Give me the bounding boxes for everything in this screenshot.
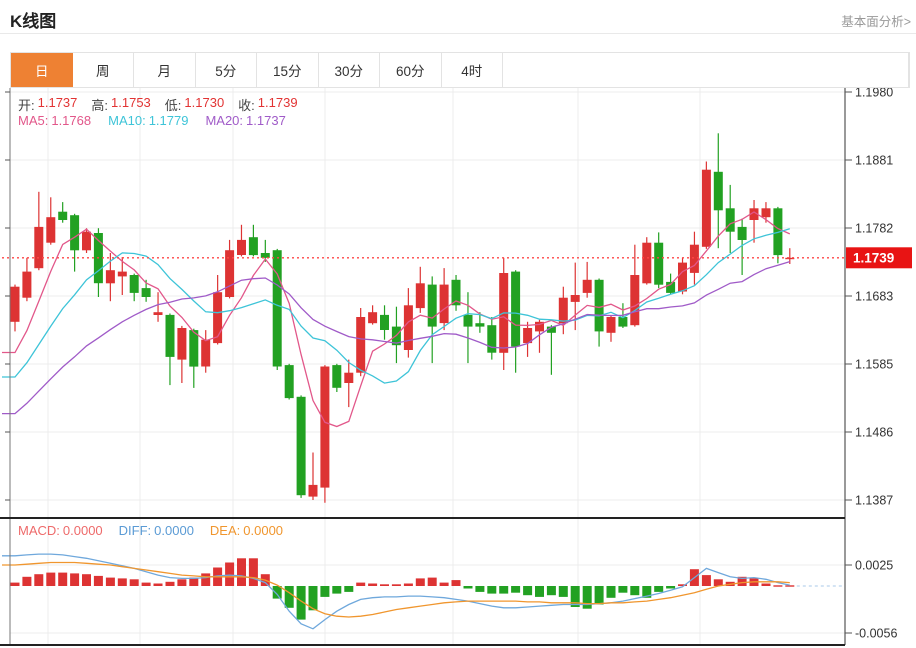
ma20-line <box>2 260 790 415</box>
tab-bar-filler <box>503 53 909 87</box>
svg-text:1.1739: 1.1739 <box>853 251 894 266</box>
tab-day[interactable]: 日 <box>11 53 73 87</box>
tab-15min[interactable]: 15分 <box>257 53 319 87</box>
gridlines <box>10 88 845 645</box>
fundamental-analysis-link[interactable]: 基本面分析> <box>841 15 911 29</box>
ma10-line <box>2 228 790 384</box>
ma5-line <box>2 211 791 428</box>
current-price-tag: 1.1739 <box>846 247 912 269</box>
header: K线图 基本面分析> <box>0 0 916 34</box>
dea-line <box>2 561 790 618</box>
svg-text:1.1387: 1.1387 <box>855 494 893 508</box>
svg-text:1.1585: 1.1585 <box>855 358 893 372</box>
svg-text:1.1980: 1.1980 <box>855 86 893 100</box>
tab-month[interactable]: 月 <box>134 53 196 87</box>
panel-borders <box>0 88 846 646</box>
svg-text:1.1881: 1.1881 <box>855 154 893 168</box>
tab-week[interactable]: 周 <box>73 53 134 87</box>
tab-30min[interactable]: 30分 <box>319 53 380 87</box>
tab-4hour[interactable]: 4时 <box>442 53 503 87</box>
candles <box>10 133 795 503</box>
svg-text:-0.0056: -0.0056 <box>855 627 897 641</box>
svg-text:0.0025: 0.0025 <box>855 559 893 573</box>
page-title: K线图 <box>10 12 57 31</box>
svg-text:1.1683: 1.1683 <box>855 290 893 304</box>
svg-text:1.1486: 1.1486 <box>855 426 893 440</box>
interval-tab-bar: 日 周 月 5分 15分 30分 60分 4时 <box>10 52 910 88</box>
svg-text:1.1782: 1.1782 <box>855 222 893 236</box>
price-axis: 1.1980 1.1881 1.1782 1.1683 1.1585 1.1486 1.13… <box>5 86 897 641</box>
tab-60min[interactable]: 60分 <box>380 53 442 87</box>
tab-5min[interactable]: 5分 <box>196 53 257 87</box>
